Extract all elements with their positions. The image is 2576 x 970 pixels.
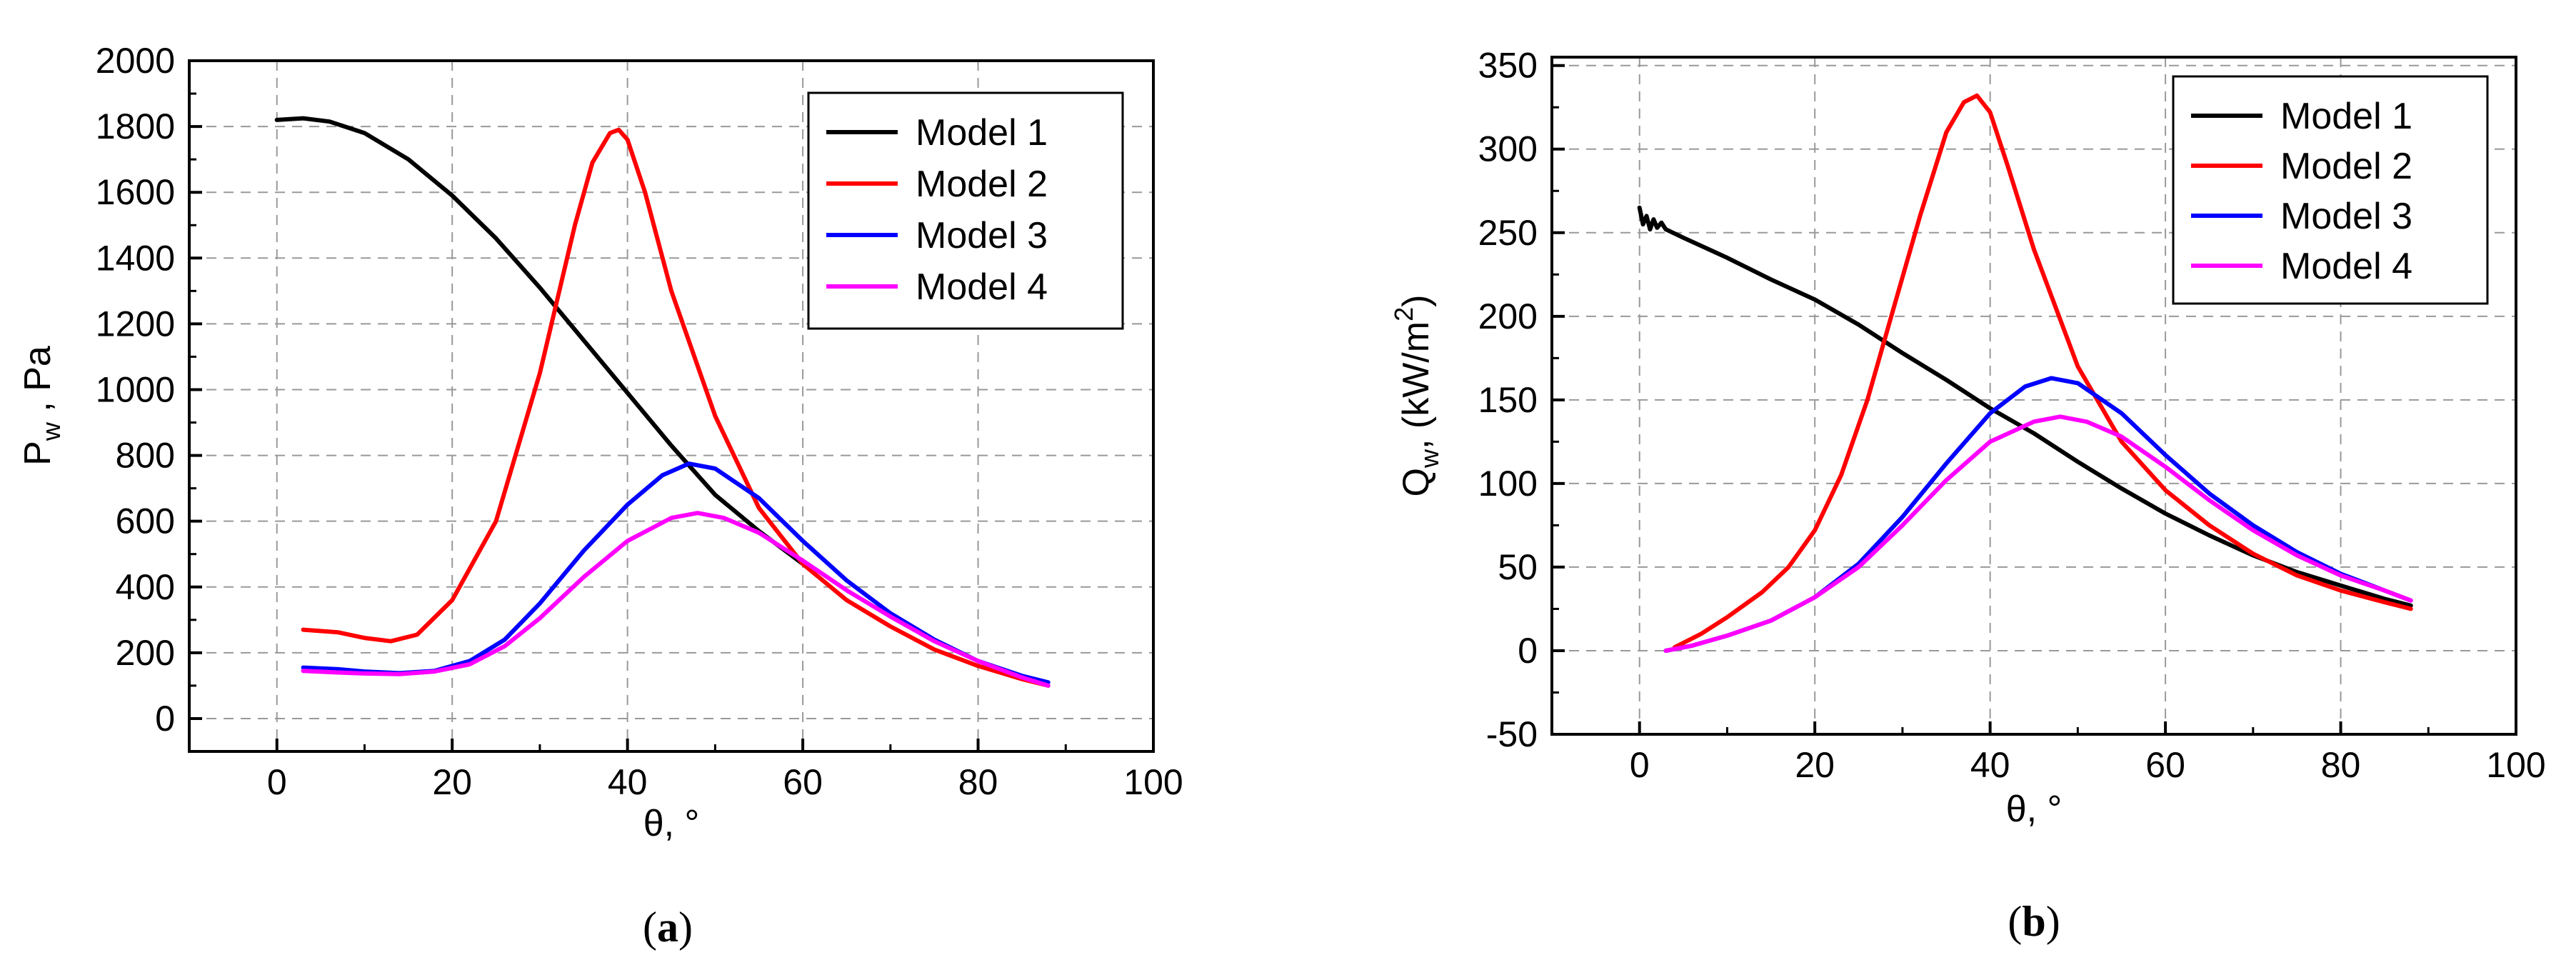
y-tick-label: 350 bbox=[1478, 46, 1538, 86]
series-lines bbox=[274, 116, 1051, 688]
x-axis-title: θ, ° bbox=[2006, 789, 2063, 830]
legend-label: Model 4 bbox=[2280, 246, 2412, 287]
y-axis-label: Pw , Pa bbox=[17, 346, 66, 466]
x-tick-label: 40 bbox=[1970, 745, 2010, 785]
y-tick-label: 50 bbox=[1498, 547, 1538, 587]
x-tick-label: 20 bbox=[432, 762, 472, 802]
y-tick-label: 2000 bbox=[96, 41, 175, 81]
plot-frame bbox=[188, 59, 1155, 753]
y-tick-label: 300 bbox=[1478, 129, 1538, 169]
x-axis-label: θ, ° bbox=[2006, 789, 2063, 830]
x-axis-label: θ, ° bbox=[643, 803, 700, 844]
x-tick-label: 40 bbox=[608, 762, 648, 802]
x-tick-label: 0 bbox=[1630, 745, 1650, 785]
axis-ticks: 0 20 40 60 80 100 -50 0 50 100 150 200 250 300 350 bbox=[1478, 46, 2546, 785]
y-tick-label: 200 bbox=[116, 633, 175, 673]
y-tick-label: 100 bbox=[1478, 464, 1538, 504]
legend: Model 1 Model 2 Model 3 Model 4 bbox=[2172, 75, 2489, 305]
y-tick-label: 1200 bbox=[96, 304, 175, 344]
caption-a: (a) bbox=[643, 904, 693, 951]
y-tick-label: 1800 bbox=[96, 106, 175, 146]
y-axis-label: Qw, (kW/m2) bbox=[1389, 295, 1444, 497]
x-tick-label: 100 bbox=[1123, 762, 1183, 802]
caption-b: (b) bbox=[2008, 898, 2060, 945]
x-tick-label: 80 bbox=[2321, 745, 2361, 785]
chart-panel-b: 0 20 40 60 80 100 -50 0 50 100 150 200 250 300 350 θ, … bbox=[1389, 46, 2546, 945]
y-tick-label: 0 bbox=[155, 699, 175, 739]
axis-ticks: 0 20 40 60 80 1000200400600800100012001400160… bbox=[96, 41, 1183, 802]
legend: Model 1 Model 2 Model 3 Model 4 bbox=[807, 91, 1124, 330]
panel-caption: (b) bbox=[2008, 898, 2060, 945]
series-line-model-4 bbox=[301, 511, 1051, 688]
x-tick-label: 100 bbox=[2486, 745, 2545, 785]
y-tick-label: 200 bbox=[1478, 296, 1538, 336]
series-line-model-4 bbox=[1663, 414, 2413, 653]
x-tick-label: 80 bbox=[958, 762, 998, 802]
series-line-model-2 bbox=[301, 127, 1051, 688]
series-lines bbox=[1637, 93, 2413, 653]
legend-label: Model 3 bbox=[916, 215, 1048, 256]
series-line-model-2 bbox=[1672, 93, 2413, 650]
legend-label: Model 1 bbox=[916, 112, 1048, 154]
y-tick-label: 1400 bbox=[96, 238, 175, 278]
x-tick-label: 60 bbox=[2145, 745, 2185, 785]
y-tick-label: 800 bbox=[116, 436, 175, 476]
x-tick-label: 20 bbox=[1795, 745, 1835, 785]
legend-label: Model 4 bbox=[916, 266, 1048, 308]
y-axis-title: Qw, (kW/m2) bbox=[1389, 295, 1444, 497]
x-tick-label: 0 bbox=[267, 762, 287, 802]
y-tick-label: 250 bbox=[1478, 213, 1538, 253]
legend-label: Model 1 bbox=[2280, 96, 2412, 137]
y-tick-label: 1000 bbox=[96, 369, 175, 409]
series-line-model-1 bbox=[274, 116, 806, 566]
y-tick-label: 1600 bbox=[96, 172, 175, 212]
chart-panel-a: 0 20 40 60 80 1000200400600800100012001400160… bbox=[17, 41, 1183, 951]
legend-label: Model 3 bbox=[2280, 196, 2412, 237]
x-tick-label: 60 bbox=[783, 762, 823, 802]
y-tick-label: 400 bbox=[116, 567, 175, 607]
legend-label: Model 2 bbox=[2280, 146, 2412, 187]
y-axis-title: Pw , Pa bbox=[17, 346, 66, 466]
y-tick-label: -50 bbox=[1486, 714, 1538, 754]
grid-lines bbox=[189, 61, 1153, 751]
y-tick-label: 150 bbox=[1478, 380, 1538, 420]
y-tick-label: 600 bbox=[116, 501, 175, 541]
panel-caption: (a) bbox=[643, 904, 693, 951]
legend-label: Model 2 bbox=[916, 164, 1048, 205]
x-axis-title: θ, ° bbox=[643, 803, 700, 844]
series-line-model-1 bbox=[1637, 205, 2413, 608]
plot-frame bbox=[1550, 56, 2517, 736]
y-tick-label: 0 bbox=[1518, 631, 1538, 671]
